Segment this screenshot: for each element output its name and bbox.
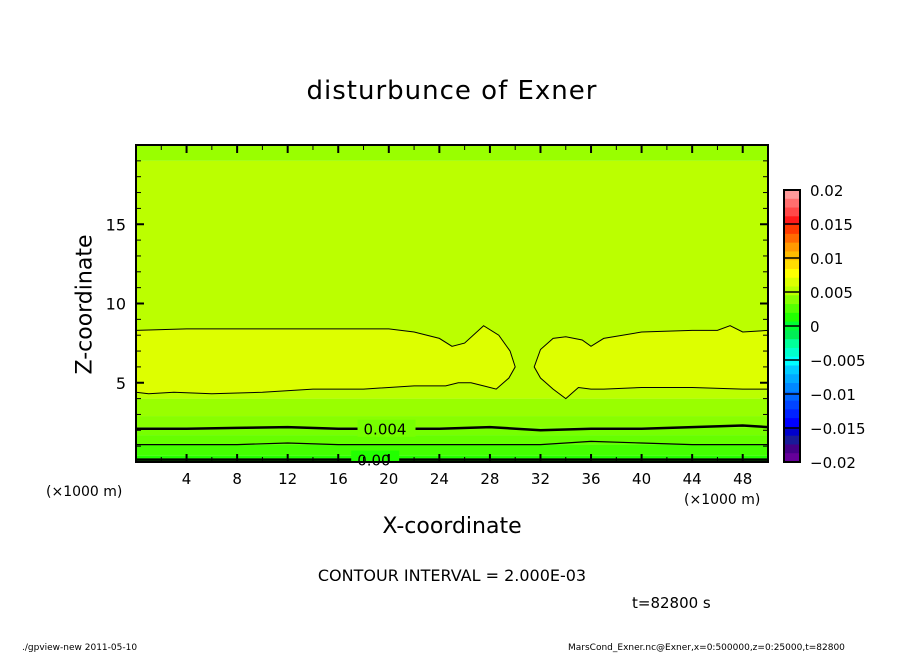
colorbar-tick-label: 0.005 [810, 284, 853, 302]
footer-program: ./gpview-new 2011-05-10 [22, 643, 138, 653]
x-axis-label: X-coordinate [382, 514, 522, 539]
colorbar-swatch [784, 260, 800, 270]
contour-label-bg [351, 450, 400, 462]
colorbar-swatch [784, 190, 800, 200]
colorbar-tick-label: −0.015 [810, 420, 866, 438]
colorbar-swatch [784, 312, 800, 323]
footer-source: MarsCond_Exner.nc@Exner,x=0:500000,z=0:2… [568, 643, 845, 653]
contour-0.006 [136, 325, 516, 395]
colorbar-tick-label: 0.01 [810, 250, 843, 268]
colorbar-tick-label: −0.02 [810, 454, 856, 472]
colorbar-swatch [784, 286, 800, 296]
colorbar-swatch [784, 277, 800, 288]
x-tick-label: 48 [733, 470, 752, 488]
colorbar-swatch [784, 356, 800, 366]
colorbar-tick-label: 0 [810, 318, 820, 336]
fill-band [136, 444, 768, 456]
chart-title: disturbunce of Exner [306, 76, 598, 106]
colorbar-swatch [784, 383, 800, 393]
colorbar-swatch [784, 251, 800, 261]
colorbar-swatch [784, 444, 800, 454]
time-label: t=82800 s [632, 594, 711, 612]
colorbar-swatch [784, 409, 800, 419]
colorbar-swatch [784, 242, 800, 252]
colorbar-swatch [784, 207, 800, 217]
colorbar-tick-label: 0.015 [810, 216, 853, 234]
x-tick-label: 12 [278, 470, 297, 488]
colorbar-swatch [784, 339, 800, 349]
x-tick-label: 16 [329, 470, 348, 488]
colorbar-swatch [784, 268, 800, 279]
x-tick-label: 40 [632, 470, 651, 488]
y-tick-label: 10 [106, 295, 126, 314]
colorbar-frame [783, 189, 801, 463]
colorbar-swatch [784, 216, 800, 226]
colorbar-swatch [784, 435, 800, 445]
y-tick-label: 5 [116, 374, 126, 393]
colorbar-swatch [784, 426, 800, 437]
fill-band [136, 145, 768, 161]
x-tick-label: 4 [182, 470, 192, 488]
fill-band [136, 435, 768, 445]
x-unit-label-left: (×1000 m) [46, 484, 123, 500]
colorbar-swatch [784, 347, 800, 358]
x-tick-label: 20 [379, 470, 398, 488]
fill-band [136, 427, 768, 436]
colorbar-swatch [784, 198, 800, 209]
colorbar-swatch [784, 330, 800, 340]
colorbar-tick-label: 0.02 [810, 182, 843, 200]
contour-line-0.004 [136, 424, 768, 432]
colorbar-tick-label: −0.01 [810, 386, 856, 404]
colorbar-swatch [784, 400, 800, 410]
colorbar-swatch [784, 233, 800, 244]
contour-0.006 [533, 325, 768, 400]
x-tick-label: 28 [480, 470, 499, 488]
colorbar-swatch [784, 365, 800, 375]
colorbar-swatch [784, 225, 800, 235]
colorbar-swatch [784, 453, 800, 463]
x-unit-label-right: (×1000 m) [684, 492, 761, 508]
colorbar-swatch [784, 391, 800, 402]
contour-line-0.002 [136, 440, 768, 446]
fill-band [136, 398, 768, 417]
colorbar-swatch [784, 418, 800, 428]
x-tick-label: 24 [430, 470, 449, 488]
x-tick-label: 36 [581, 470, 600, 488]
contour-label: 0.00 [357, 452, 390, 470]
colorbar-swatch [784, 304, 800, 314]
x-tick-label: 32 [531, 470, 550, 488]
colorbar-tick-label: −0.005 [810, 352, 866, 370]
contour-interval-text: CONTOUR INTERVAL = 2.000E-03 [317, 566, 587, 585]
contour-label: 0.004 [364, 421, 407, 439]
x-tick-label: 44 [683, 470, 702, 488]
y-tick-label: 15 [106, 215, 126, 234]
colorbar-swatch [784, 295, 800, 305]
x-tick-label: 8 [232, 470, 242, 488]
contour-label-bg [357, 419, 416, 437]
colorbar-swatch [784, 374, 800, 384]
fill-band [136, 416, 768, 428]
